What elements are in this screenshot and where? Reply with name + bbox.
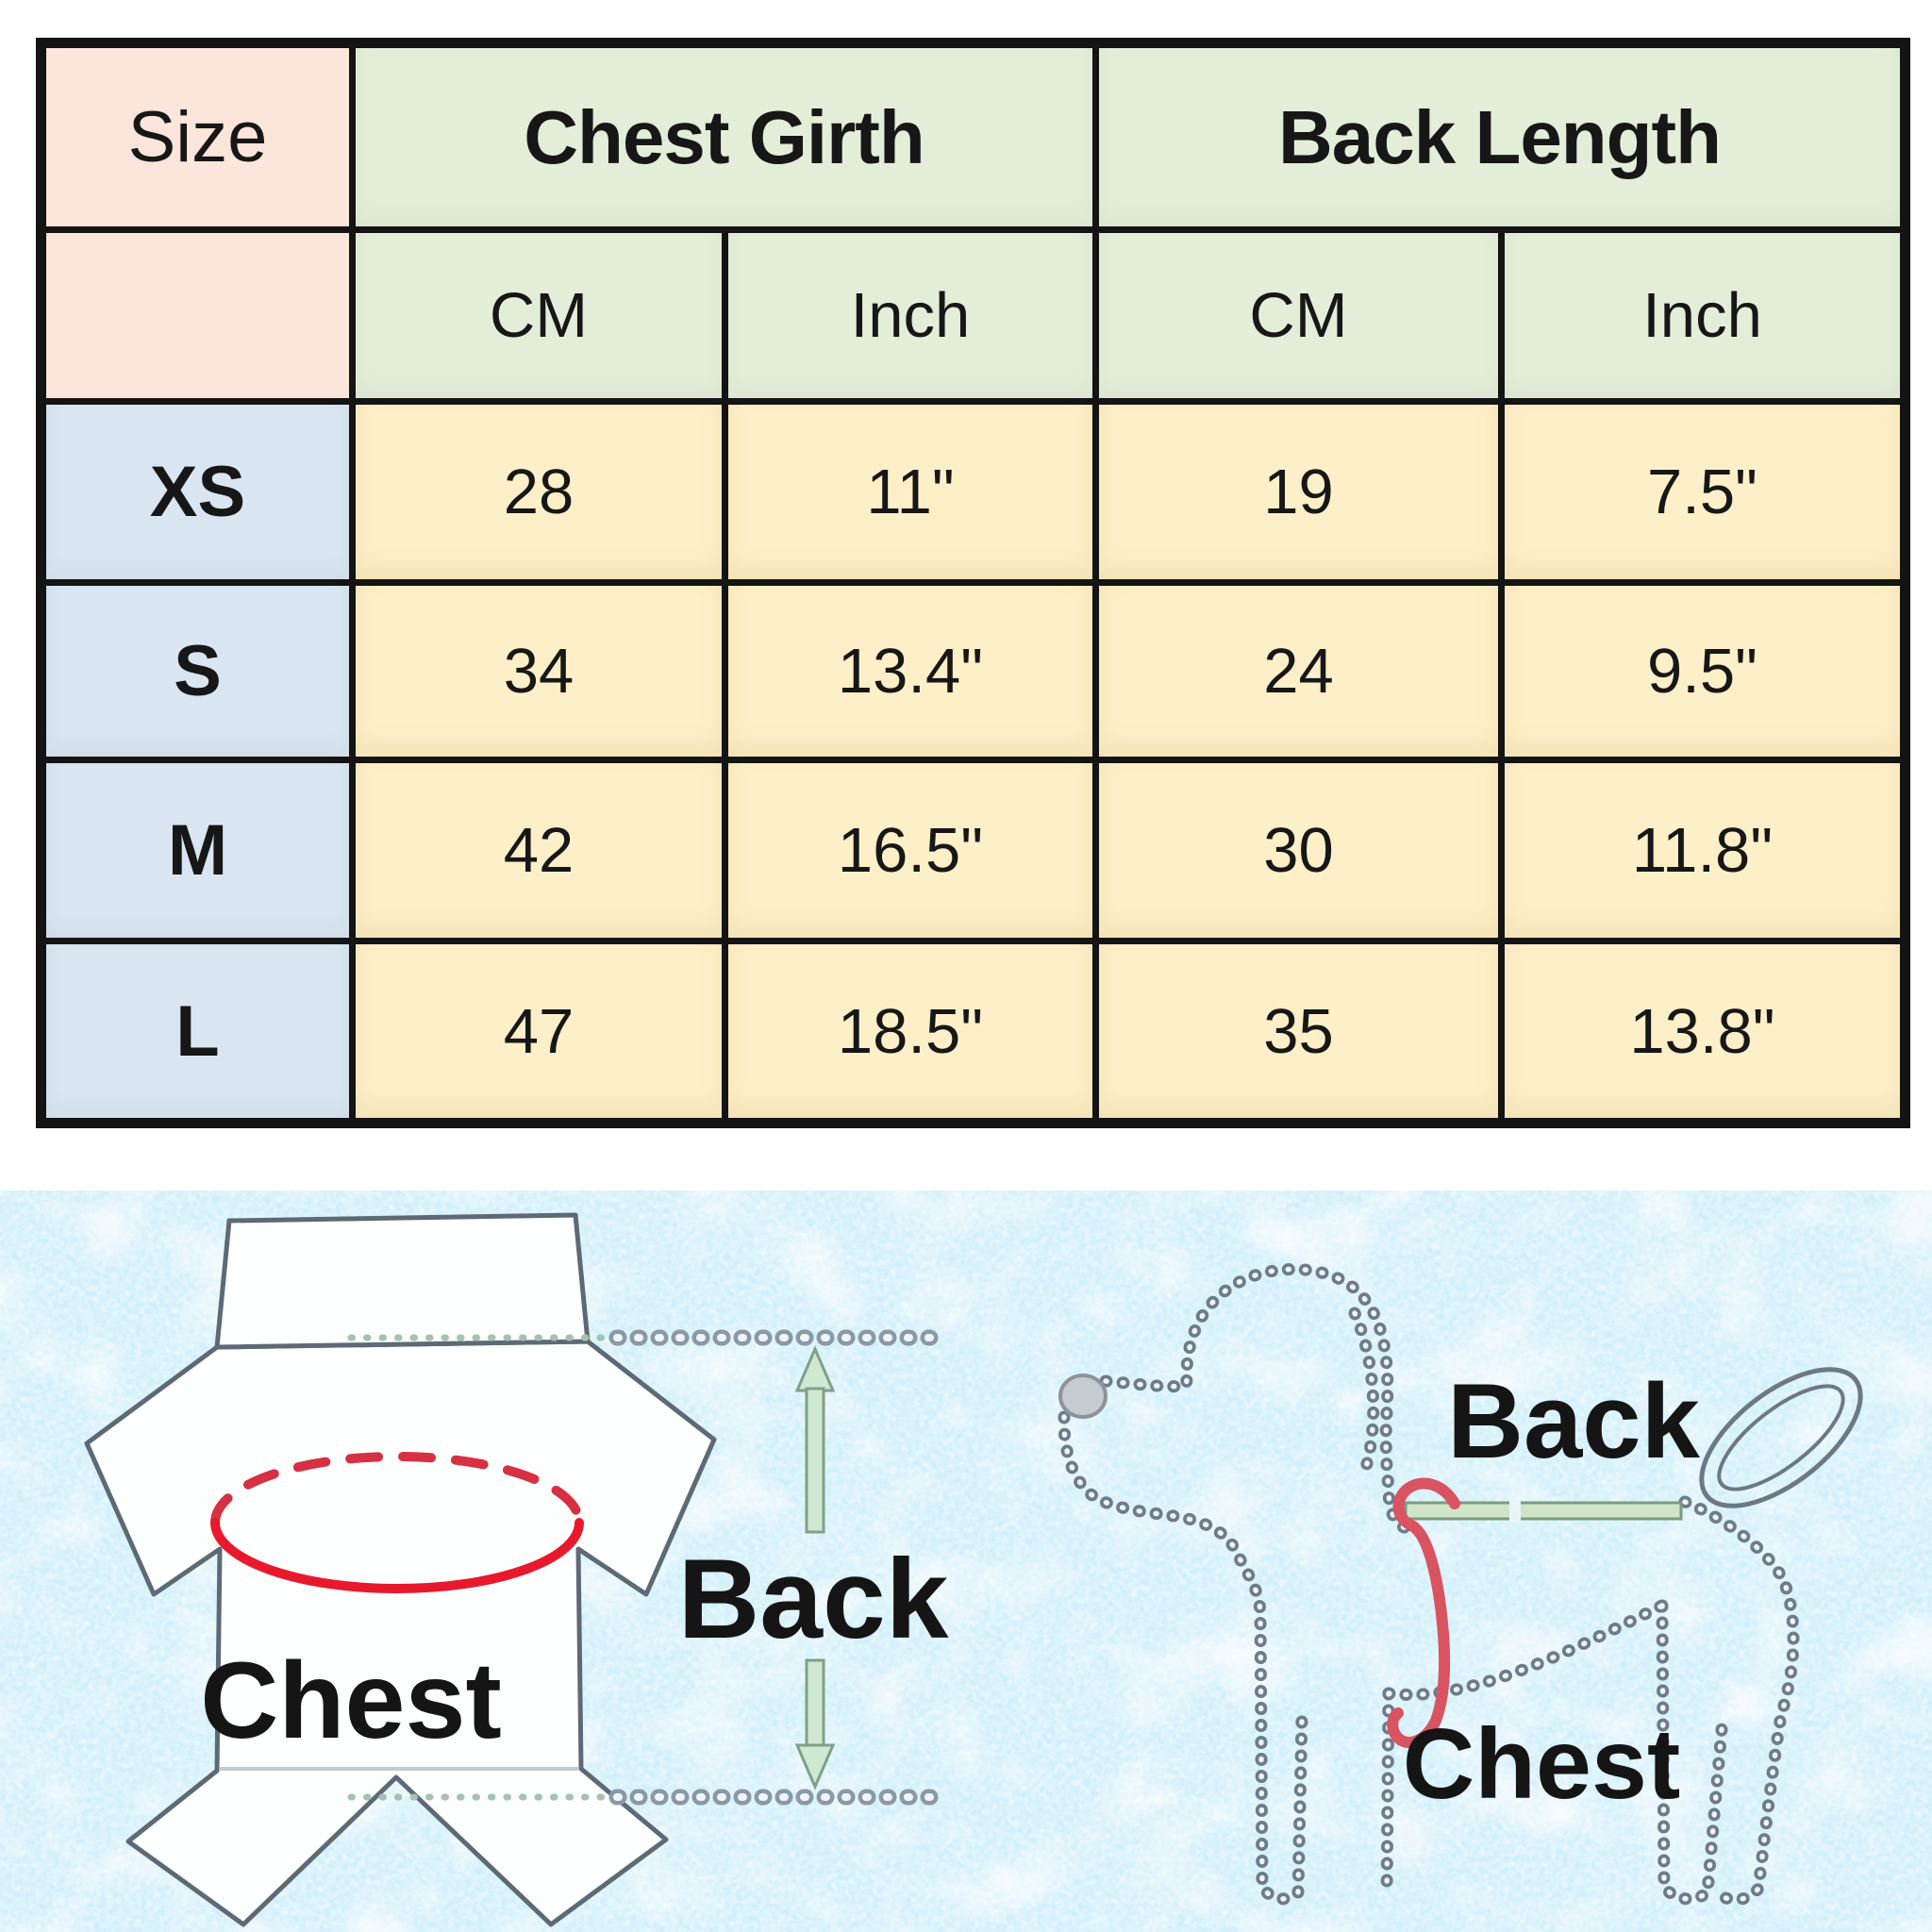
garment-back-label: Back [678,1536,949,1662]
chest-inch-header: Inch [722,226,1099,405]
back-length-arrow-icon [794,1345,836,1790]
chest-girth-header: Chest Girth [349,40,1099,233]
back-cm-cell: 19 [1092,398,1505,586]
chest-cm-cell: 28 [349,398,728,586]
back-length-header: Back Length [1091,40,1909,233]
dog-nose-icon [1058,1374,1108,1419]
size-table: Size Chest Girth Back Length CM Inch CM … [36,38,1911,1128]
chest-inch-cell: 18.5" [722,938,1099,1126]
size-cell: XS [38,398,356,586]
table-header-row: Size Chest Girth Back Length [38,40,1909,233]
chest-inch-cell: 16.5" [722,757,1099,944]
back-cm-cell: 24 [1092,579,1505,763]
table-row-m: M 42 16.5" 30 11.8" [38,757,1909,944]
size-cell: M [38,757,356,944]
chest-inch-cell: 13.4" [722,579,1099,763]
dog-chest-girth-line [1387,1477,1460,1749]
table-row-l: L 47 18.5" 35 13.8" [38,938,1909,1126]
chest-cm-header: CM [349,226,728,405]
chest-cm-cell: 42 [349,757,728,944]
back-cm-cell: 30 [1092,757,1505,944]
chest-cm-cell: 47 [349,938,728,1126]
size-cell: L [38,938,356,1126]
back-inch-header: Inch [1497,226,1909,405]
chest-girth-line [210,1452,584,1593]
back-inch-cell: 7.5" [1497,398,1909,586]
chest-cm-cell: 34 [349,579,728,763]
back-inch-cell: 9.5" [1497,579,1909,763]
measurement-diagram-canvas: Chest Back [0,1191,1932,1932]
table-row-xs: XS 28 11" 19 7.5" [38,398,1909,586]
size-cell: S [38,579,356,763]
dog-tail [1699,1367,1863,1508]
table-row-s: S 34 13.4" 24 9.5" [38,579,1909,763]
garment-neck-shape [214,1212,591,1350]
size-column-header: Size [38,40,356,233]
dog-chest-label: Chest [1403,1708,1681,1820]
dog-back-length-line [1404,1500,1683,1522]
empty-corner-cell [38,226,356,405]
back-cm-cell: 35 [1092,938,1505,1126]
back-cm-header: CM [1092,226,1505,405]
chest-inch-cell: 11" [722,398,1099,586]
back-inch-cell: 11.8" [1497,757,1909,944]
dog-outline [1058,1269,1863,1899]
garment-chest-label: Chest [200,1641,502,1761]
back-inch-cell: 13.8" [1497,938,1909,1126]
dog-back-label: Back [1447,1362,1700,1480]
measurement-diagram: Chest Back [0,1191,1932,1932]
table-unit-row: CM Inch CM Inch [38,226,1909,405]
